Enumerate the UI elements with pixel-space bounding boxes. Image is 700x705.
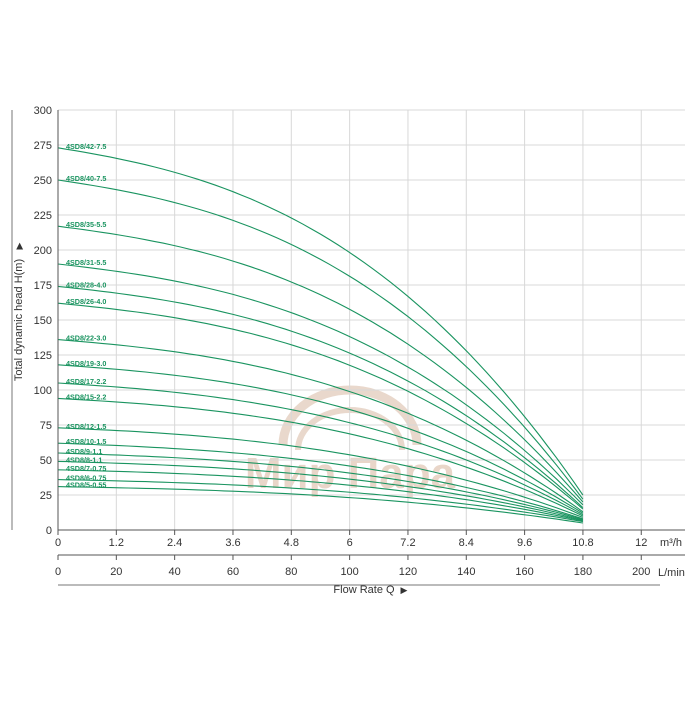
pump-curve xyxy=(57,427,584,518)
curve-label: 4SD8/42-7.5 xyxy=(66,142,106,151)
y-tick-label: 150 xyxy=(34,315,52,327)
curve-label: 4SD8/6-0.75 xyxy=(66,474,106,483)
y-tick-label: 25 xyxy=(40,490,52,502)
curve-label: 4SD8/22-3.0 xyxy=(66,334,106,343)
x-secondary-tick-label: 100 xyxy=(340,566,358,578)
y-tick-label: 175 xyxy=(34,280,52,292)
x-secondary-tick-label: 180 xyxy=(574,566,592,578)
pump-curve xyxy=(57,486,583,524)
x-secondary-tick-label: 80 xyxy=(285,566,297,578)
y-tick-label: 100 xyxy=(34,385,52,397)
curves xyxy=(57,147,584,524)
pump-curve xyxy=(57,460,584,521)
x-primary-tick-label: 8.4 xyxy=(459,537,474,549)
axes xyxy=(11,110,685,586)
x-primary-tick-label: 4.8 xyxy=(284,537,299,549)
y-tick-label: 50 xyxy=(40,455,52,467)
curve-label: 4SD8/5-0.55 xyxy=(66,481,106,490)
pump-curve xyxy=(57,479,583,523)
pump-curve xyxy=(57,452,584,521)
y-tick-label: 275 xyxy=(34,140,52,152)
curve-label: 4SD8/19-3.0 xyxy=(66,359,106,368)
pump-curve xyxy=(57,285,584,509)
pump-curve xyxy=(57,147,584,496)
x-secondary-tick-label: 0 xyxy=(55,566,61,578)
x-secondary-tick-label: 140 xyxy=(457,566,475,578)
x-axis-arrow-icon: ▶ xyxy=(401,585,408,595)
x-primary-tick-label: 12 xyxy=(635,537,647,549)
x-primary-tick-label: 0 xyxy=(55,537,61,549)
x-primary-tick-label: 7.2 xyxy=(400,537,415,549)
y-axis-title: Total dynamic head H(m) xyxy=(13,259,25,381)
curve-label: 4SD8/40-7.5 xyxy=(66,174,106,183)
y-tick-label: 300 xyxy=(34,105,52,117)
curve-label: 4SD8/7-0.75 xyxy=(66,464,106,473)
curve-label: 4SD8/9-1.1 xyxy=(66,447,102,456)
y-tick-label: 125 xyxy=(34,350,52,362)
pump-curve xyxy=(57,225,584,503)
curve-label: 4SD8/31-5.5 xyxy=(66,258,106,267)
curve-label: 4SD8/26-4.0 xyxy=(66,297,106,306)
x-axis-unit-secondary: L/min xyxy=(658,567,685,579)
pump-curve xyxy=(57,397,584,517)
y-tick-label: 75 xyxy=(40,420,52,432)
y-tick-label: 250 xyxy=(34,175,52,187)
x-secondary-tick-label: 120 xyxy=(399,566,417,578)
x-secondary-tick-label: 160 xyxy=(515,566,533,578)
pump-curve xyxy=(57,302,584,510)
x-primary-tick-label: 9.6 xyxy=(517,537,532,549)
x-secondary-tick-label: 200 xyxy=(632,566,650,578)
x-axis-title: Flow Rate Q xyxy=(333,584,395,596)
y-tick-label: 200 xyxy=(34,245,52,257)
y-tick-label: 225 xyxy=(34,210,52,222)
x-secondary-tick-label: 40 xyxy=(169,566,181,578)
x-secondary-tick-label: 60 xyxy=(227,566,239,578)
x-axis-unit-primary: m³/h xyxy=(660,537,682,549)
pump-curve xyxy=(57,469,584,522)
curve-label: 4SD8/35-5.5 xyxy=(66,220,106,229)
curve-label: 4SD8/15-2.2 xyxy=(66,392,106,401)
curve-label: 4SD8/17-2.2 xyxy=(66,377,106,386)
curve-label: 4SD8/8-1.1 xyxy=(66,455,102,464)
pump-curve xyxy=(57,442,584,520)
y-tick-label: 0 xyxy=(46,525,52,537)
curve-label: 4SD8/10-1.5 xyxy=(66,437,106,446)
y-axis-arrow-icon: ▶ xyxy=(14,242,24,249)
pump-curve xyxy=(57,364,584,514)
pump-curve xyxy=(57,179,584,500)
pump-curve xyxy=(57,382,584,516)
x-secondary-tick-label: 20 xyxy=(110,566,122,578)
x-primary-tick-label: 10.8 xyxy=(572,537,593,549)
x-primary-tick-label: 1.2 xyxy=(109,537,124,549)
curve-label: 4SD8/28-4.0 xyxy=(66,280,106,289)
x-primary-tick-label: 6 xyxy=(347,537,353,549)
curve-labels: 4SD8/42-7.5 4SD8/40-7.5 4SD8/35-5.5 4SD8/31… xyxy=(66,142,106,490)
curve-label: 4SD8/12-1.5 xyxy=(66,422,106,431)
x-primary-tick-label: 3.6 xyxy=(225,537,240,549)
x-primary-tick-label: 2.4 xyxy=(167,537,182,549)
pump-curve xyxy=(57,339,584,513)
pump-curve xyxy=(57,263,584,506)
